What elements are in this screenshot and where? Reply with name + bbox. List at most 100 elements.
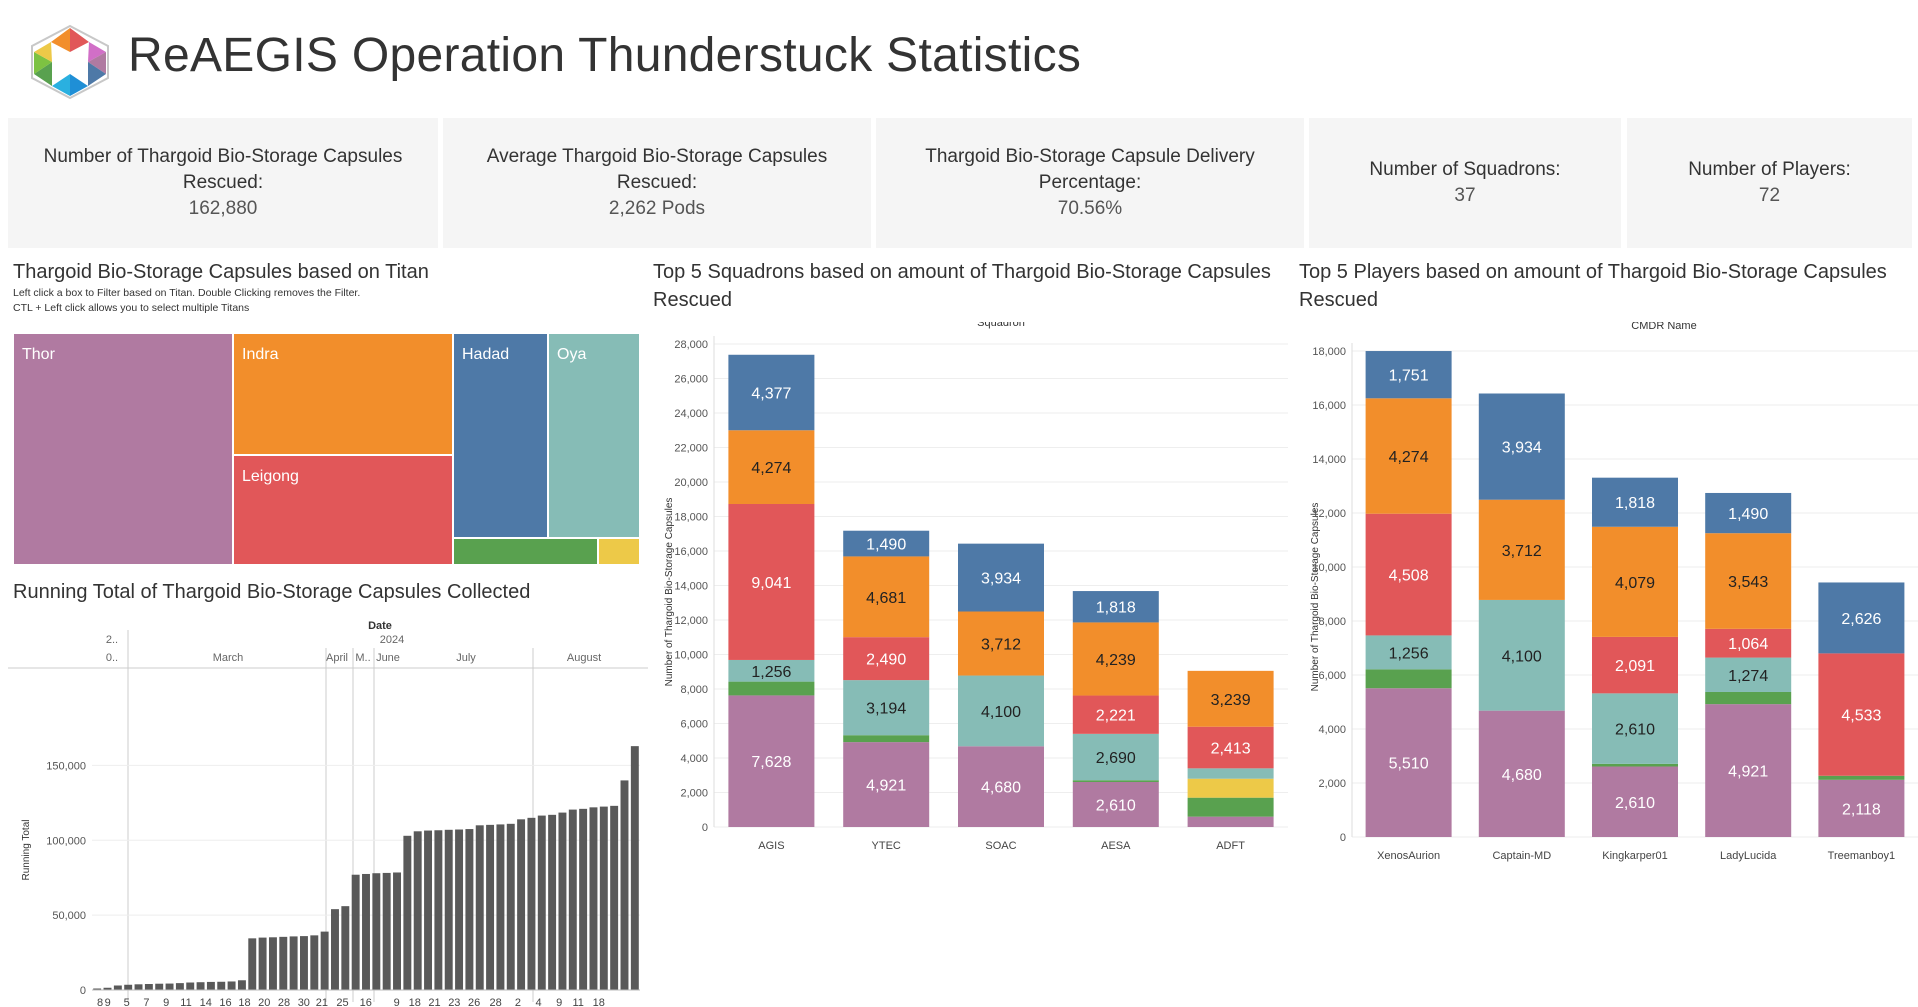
treemap-tile-leigong[interactable]: Leigong — [233, 455, 453, 565]
running-total-bar — [475, 825, 484, 990]
bar-segment-green — [1592, 763, 1678, 767]
running-total-bar — [155, 983, 164, 990]
x-axis-title: Date — [368, 620, 392, 632]
running-total-bar — [382, 872, 391, 990]
y-tick-label: 10,000 — [674, 650, 708, 662]
year-label: 2024 — [380, 634, 404, 646]
treemap-tile-hadad[interactable]: Hadad — [453, 333, 548, 538]
bar-data-label: 4,921 — [866, 778, 906, 795]
kpi-card-delivery-percentage: Thargoid Bio-Storage Capsule Delivery Pe… — [876, 118, 1304, 248]
bar-segment-oya — [1187, 768, 1274, 779]
tile-label: Indra — [242, 346, 279, 363]
bar-segment-oya — [1705, 657, 1792, 692]
treemap-tile-thor[interactable]: Thor — [13, 333, 233, 565]
bar-data-label: 4,681 — [866, 590, 906, 607]
kpi-label: Thargoid Bio-Storage Capsule Delivery Pe… — [925, 146, 1255, 193]
year-label-truncated: 0.. — [106, 652, 118, 664]
x-tick-label: 20 — [258, 997, 270, 1007]
x-tick-label: 21 — [316, 997, 328, 1007]
bar-segment-indra — [1365, 398, 1452, 514]
x-tick-label: 18 — [409, 997, 421, 1007]
running-total-bar — [455, 829, 464, 990]
running-total-bar — [558, 812, 567, 990]
tile-label: Thor — [22, 346, 55, 363]
y-tick-label: 8,000 — [1318, 616, 1346, 628]
bar-data-label: 1,818 — [1096, 600, 1136, 617]
bar-segment-indra — [1478, 499, 1565, 600]
bar-segment-thor — [1592, 766, 1678, 837]
kpi-label: Average Thargoid Bio-Storage Capsules Re… — [486, 146, 828, 193]
x-tick-label: 18 — [238, 997, 250, 1007]
bar-data-label: 5,510 — [1389, 756, 1429, 773]
x-tick-label: 9 — [394, 997, 400, 1007]
x-tick-label: 18 — [593, 997, 605, 1007]
kpi-card-squadrons: Number of Squadrons: 37 — [1309, 118, 1621, 248]
treemap-tile-indra[interactable]: Indra — [233, 333, 453, 455]
bar-segment-thor — [1187, 816, 1274, 827]
kpi-value: 2,262 Pods — [608, 198, 706, 219]
y-tick-label: 14,000 — [1312, 454, 1346, 466]
bar-segment-oya — [1592, 693, 1678, 764]
running-total-bar — [279, 936, 288, 990]
x-tick-label: 8 — [97, 997, 103, 1007]
bar-data-label: 4,239 — [1096, 652, 1136, 669]
bar-segment-green — [728, 681, 815, 696]
y-tick-label: 10,000 — [1312, 562, 1346, 574]
bar-data-label: 4,274 — [751, 460, 791, 477]
x-tick-label: LadyLucida — [1720, 850, 1777, 862]
bar-segment-leigong — [843, 637, 930, 681]
x-tick-label: SOAC — [985, 840, 1016, 852]
kpi-card-players: Number of Players: 72 — [1627, 118, 1912, 248]
month-label: M.. — [355, 652, 370, 664]
bar-data-label: 7,628 — [751, 754, 791, 771]
x-tick-label: 4 — [536, 997, 542, 1007]
bar-segment-indra — [1072, 622, 1159, 696]
x-tick-label: 9 — [163, 997, 169, 1007]
bar-data-label: 1,256 — [1389, 645, 1429, 662]
bar-segment-green — [1818, 775, 1905, 780]
running-total-bar — [331, 909, 339, 990]
treemap-note-filter: Left click a box to Filter based on Tita… — [13, 287, 361, 299]
x-tick-label: 23 — [448, 997, 460, 1007]
running-total-bar — [258, 937, 267, 990]
running-total-bar — [444, 829, 453, 990]
treemap-tile-oya[interactable]: Oya — [548, 333, 640, 538]
y-tick-label: 6,000 — [1318, 670, 1346, 682]
bar-segment-indra — [728, 430, 815, 504]
bar-data-label: 2,610 — [1615, 722, 1655, 739]
month-label: April — [326, 652, 348, 664]
kpi-value: 37 — [1454, 185, 1476, 206]
players-chart-title: Top 5 Players based on amount of Thargoi… — [1299, 261, 1887, 311]
bar-data-label: 2,626 — [1841, 611, 1881, 628]
y-tick-label: 12,000 — [674, 615, 708, 627]
kpi-label: Number of Thargoid Bio-Storage Capsules … — [43, 146, 403, 193]
x-tick-label: 2 — [515, 997, 521, 1007]
month-label: August — [567, 652, 601, 664]
bar-segment-thor — [728, 695, 815, 827]
bar-data-label: 1,490 — [866, 537, 906, 554]
bar-segment-hadad — [1072, 591, 1159, 623]
x-tick-label: 28 — [278, 997, 290, 1007]
bar-data-label: 1,818 — [1615, 495, 1655, 512]
bar-segment-leigong — [728, 503, 815, 660]
running-total-bar — [124, 984, 133, 990]
bar-segment-indra — [1592, 526, 1678, 637]
running-total-bar — [434, 830, 443, 990]
bar-data-label: 9,041 — [751, 575, 791, 592]
bar-segment-hadad — [843, 530, 930, 557]
x-tick-label: 25 — [336, 997, 348, 1007]
treemap-tile-green[interactable] — [453, 538, 598, 565]
bar-segment-leigong — [1187, 726, 1274, 769]
reaegis-logo — [31, 24, 109, 100]
bar-segment-hadad — [1818, 582, 1905, 654]
y-axis-title: Number of Thargoid Bio-Storage Capsules — [1310, 503, 1321, 692]
running-total-bar — [227, 981, 236, 990]
bar-segment-leigong — [1705, 628, 1792, 658]
running-total-bar — [144, 984, 153, 990]
y-tick-label: 22,000 — [674, 443, 708, 455]
bar-data-label: 2,490 — [866, 652, 906, 669]
tile-label: Leigong — [242, 468, 299, 485]
treemap-tile-yellow[interactable] — [598, 538, 640, 565]
bar-segment-green — [1072, 780, 1159, 782]
bar-data-label: 2,118 — [1842, 801, 1881, 818]
